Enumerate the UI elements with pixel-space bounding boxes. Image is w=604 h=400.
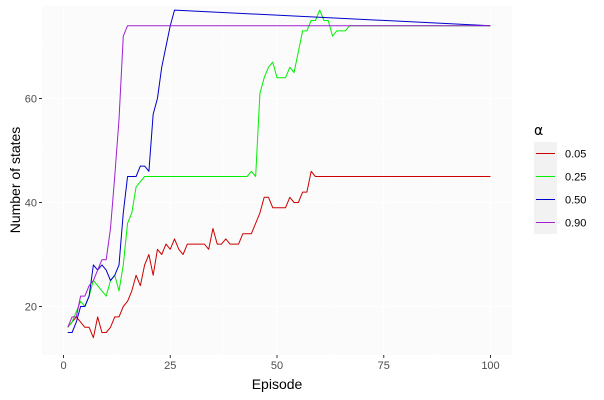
series-line-0.90 — [67, 25, 491, 328]
x-axis-title: Episode — [252, 376, 303, 392]
x-tick-label: 100 — [481, 360, 499, 372]
series-line-0.50 — [67, 9, 491, 333]
y-tick-label: 20 — [25, 302, 37, 314]
x-tick-label: 50 — [271, 360, 283, 372]
y-axis-title: Number of states — [7, 127, 23, 234]
y-tick-label: 60 — [25, 94, 37, 106]
x-tick-label: 75 — [378, 360, 390, 372]
legend-title: α — [534, 123, 543, 139]
axis-ticks: 0 25 50 75 100 20 40 60 — [25, 94, 500, 373]
x-tick-label: 25 — [164, 360, 176, 372]
series-lines — [67, 9, 491, 339]
x-tick-label: 0 — [60, 360, 66, 372]
legend-label-0.50: 0.50 — [565, 195, 586, 207]
y-tick-label: 40 — [25, 198, 37, 210]
legend: α 0.05 0.25 0.50 0.90 — [534, 123, 586, 234]
legend-label-0.05: 0.05 — [565, 149, 586, 161]
grid-lines — [42, 6, 512, 355]
series-line-0.25 — [67, 9, 491, 328]
legend-label-0.90: 0.90 — [565, 218, 586, 230]
legend-label-0.25: 0.25 — [565, 172, 586, 184]
series-line-0.05 — [67, 170, 491, 339]
